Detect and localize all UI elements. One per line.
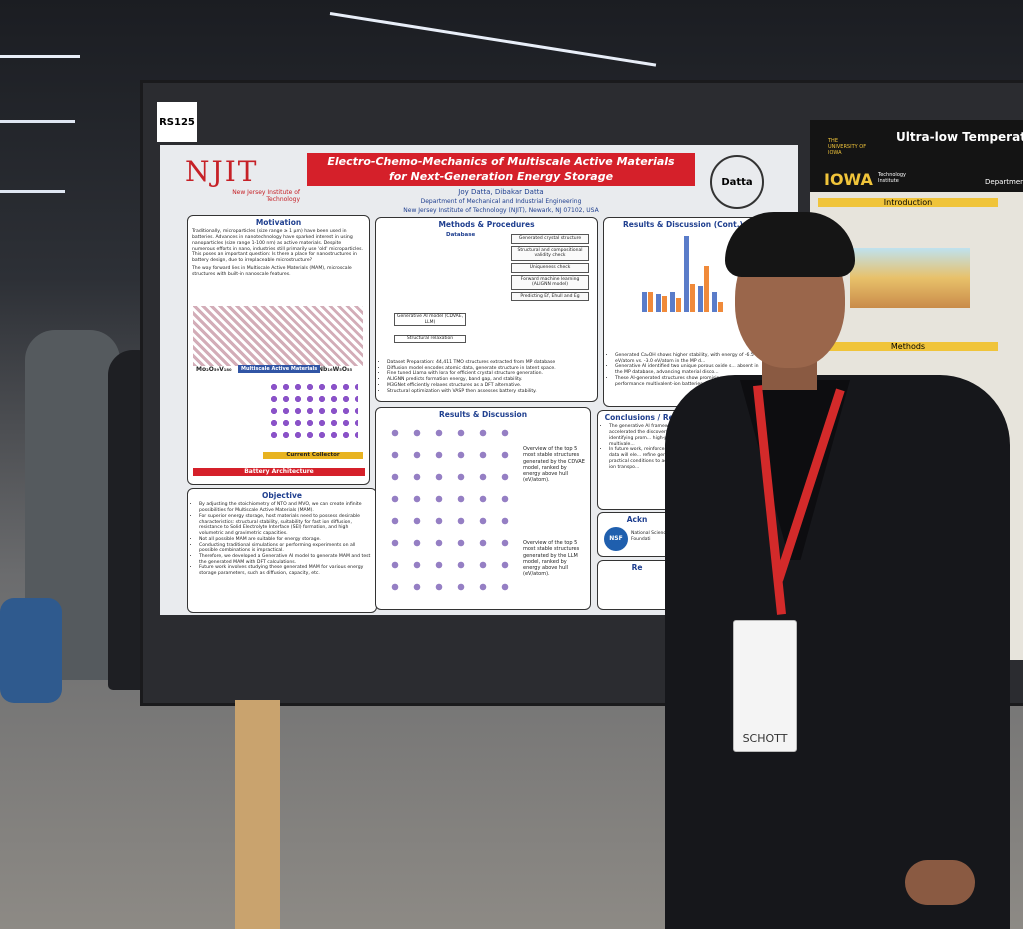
badge-brand: SCHOTT	[742, 732, 788, 745]
caption: Overview of the top 5 most stable struct…	[523, 446, 585, 484]
flow-step: Structural and compositional validity ch…	[511, 245, 589, 261]
neighbor-brand: IOWA	[824, 170, 873, 189]
bullet: Future work involves studying these gene…	[199, 565, 372, 576]
structure-image	[193, 306, 363, 366]
bullet: Generated Ca₂OH shows higher stability, …	[615, 353, 762, 364]
body-text: The way forward lies in Multiscale Activ…	[192, 265, 352, 277]
section-heading: Methods & Procedures	[438, 220, 535, 229]
section-heading: Objective	[262, 491, 302, 500]
section-heading: Results & Discussion (Cont.)	[623, 220, 743, 229]
neighbor-brand-sub: Technology Institute	[878, 172, 907, 184]
bullet-list: Generated Ca₂OH shows higher stability, …	[608, 353, 762, 387]
title-line: for Next-Generation Energy Storage	[388, 170, 614, 183]
affiliation: New Jersey Institute of Technology (NJIT…	[403, 207, 599, 214]
bullet: M3GNet efficiently relaxes structures as…	[387, 383, 597, 389]
gen-model: Generative AI model (CDVAE, LLM)	[394, 313, 466, 327]
ack-panel: Ackn NSF National Science Foundati	[597, 512, 677, 557]
neighbor-university: THE UNIVERSITY OF IOWA	[828, 138, 867, 156]
mam-label: Multiscale Active Materials	[238, 365, 321, 374]
results-panel: Results & Discussion Overview of the top…	[375, 407, 591, 610]
flow-step: Generated crystal structure	[511, 234, 589, 244]
backpack	[0, 598, 62, 703]
flow-step: Uniqueness check	[511, 262, 589, 273]
bar-chart-image	[642, 236, 723, 312]
person-hand	[905, 860, 975, 905]
neighbor-diagram	[850, 248, 970, 308]
neighbor-methods: Methods	[818, 342, 998, 351]
neighbor-title: Ultra-low Temperatu	[896, 130, 1023, 144]
authors: Joy Datta, Dibakar Datta	[458, 188, 544, 196]
lab-logo: Datta	[710, 155, 764, 209]
motivation-panel: Motivation Traditionally, microparticles…	[187, 215, 370, 485]
battery-architecture: Battery Architecture	[193, 468, 365, 476]
bullet: Not all possible MAM are suitable for en…	[199, 537, 372, 543]
flowchart: Generated crystal structure Structural an…	[511, 232, 589, 303]
formula: Mo₂O₅₉V₁₈₀	[196, 366, 232, 373]
crystal-images	[384, 422, 519, 602]
bullet: For superior energy storage, host materi…	[199, 514, 372, 537]
section-heading: Re	[631, 563, 643, 572]
ceiling-light	[0, 120, 75, 123]
njit-logo: NJIT	[185, 155, 259, 188]
current-collector: Current Collector	[263, 452, 363, 459]
ceiling-light	[0, 55, 80, 58]
nsf-logo: NSF	[604, 527, 628, 551]
bullet: Structural optimization with VASP then a…	[387, 389, 597, 395]
person-body	[665, 375, 1010, 929]
njit-logo-sub: New Jersey Institute of Technology	[232, 189, 300, 203]
database-label: Database	[446, 232, 476, 238]
bullet: The generative AI framework in th... acc…	[609, 424, 712, 447]
bullet-list: Dataset Preparation: 44,411 TMO structur…	[380, 360, 597, 395]
neighbor-intro: Introduction	[818, 198, 998, 207]
caption: Overview of the top 5 most stable struct…	[523, 540, 580, 578]
title-line: Electro-Chemo-Mechanics of Multiscale Ac…	[327, 155, 675, 168]
body-text: Traditionally, microparticles (size rang…	[192, 229, 364, 264]
flow-step: Forward machine learning (ALIGNN model)	[511, 274, 589, 290]
nsf-text: National Science Foundati	[631, 531, 669, 542]
board-label: RS125	[157, 102, 197, 142]
section-heading: Motivation	[255, 218, 302, 227]
bullet: Fine tuned Llama with lora for efficient…	[387, 371, 597, 377]
bullet: ALIGNN predicts formation energy, band g…	[387, 377, 597, 383]
ceiling-light	[0, 190, 65, 193]
bullet: These AI-generated structures show promi…	[615, 376, 762, 387]
bullet: Generative AI identified two unique poro…	[615, 364, 762, 375]
bullet: Therefore, we developed a Generative AI …	[199, 554, 372, 565]
particle-diagram	[268, 381, 358, 441]
badge: SCHOTT	[733, 620, 797, 752]
methods-panel: Methods & Procedures Database Generative…	[375, 217, 598, 402]
bullet: Conducting traditional simulations or pe…	[199, 543, 372, 554]
board-post	[235, 700, 280, 929]
relax-step: Structural relaxation	[394, 335, 466, 343]
bullet: Diffusion model encodes atomic data, gen…	[387, 366, 597, 372]
refs-panel: Re	[597, 560, 677, 610]
department: Department of Mechanical and Industrial …	[420, 198, 582, 205]
bullet: By adjusting the stoichiometry of NTO an…	[199, 502, 372, 513]
bullet: Dataset Preparation: 44,411 TMO structur…	[387, 360, 597, 366]
person-hair	[725, 212, 855, 277]
ceiling-light	[329, 12, 657, 67]
section-heading: Results & Discussion	[438, 410, 528, 419]
flow-step: Predicting Ef, Ehull and Eg	[511, 291, 589, 302]
section-heading: Ackn	[626, 515, 648, 524]
neighbor-header	[810, 120, 1023, 192]
bullet-list: The generative AI framework in th... acc…	[602, 424, 712, 470]
section-heading: Conclusions / Recommen	[604, 413, 710, 422]
neighbor-department: Department	[985, 178, 1023, 186]
bullet: In future work, reinforcem... world batt…	[609, 447, 712, 470]
objective-panel: Objective By adjusting the stoichiometry…	[187, 488, 377, 613]
poster-title: Electro-Chemo-Mechanics of Multiscale Ac…	[307, 153, 695, 186]
formula: Nb₁₆W₅O₅₅	[318, 366, 353, 373]
bullet-list: By adjusting the stoichiometry of NTO an…	[192, 502, 372, 577]
